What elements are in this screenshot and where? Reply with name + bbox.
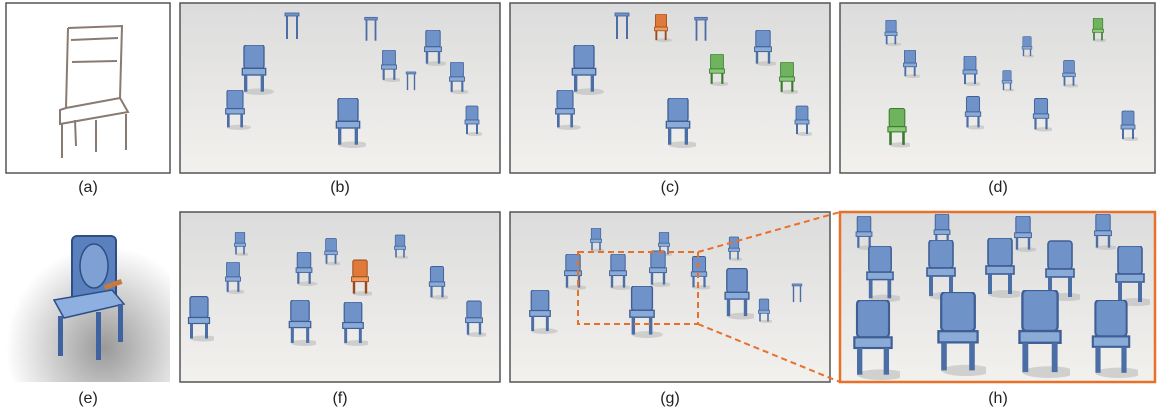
- sketch-chair: [59, 24, 130, 158]
- zoom-line: [697, 323, 841, 383]
- panel-label: (e): [78, 390, 98, 407]
- panel-g: [509, 211, 831, 383]
- zoom-line: [697, 211, 841, 253]
- rendered-chair: [52, 235, 126, 360]
- zoom-box: [577, 251, 699, 325]
- panel-a: [5, 2, 171, 174]
- panel-label: (b): [330, 179, 350, 196]
- panel-label: (a): [78, 179, 98, 196]
- panel-f: [179, 211, 501, 383]
- panel-label: (d): [988, 179, 1008, 196]
- panel-label: (h): [988, 390, 1008, 407]
- panel-label: (c): [661, 179, 680, 196]
- panel-label: (f): [332, 390, 347, 407]
- panel-label: (g): [660, 390, 680, 407]
